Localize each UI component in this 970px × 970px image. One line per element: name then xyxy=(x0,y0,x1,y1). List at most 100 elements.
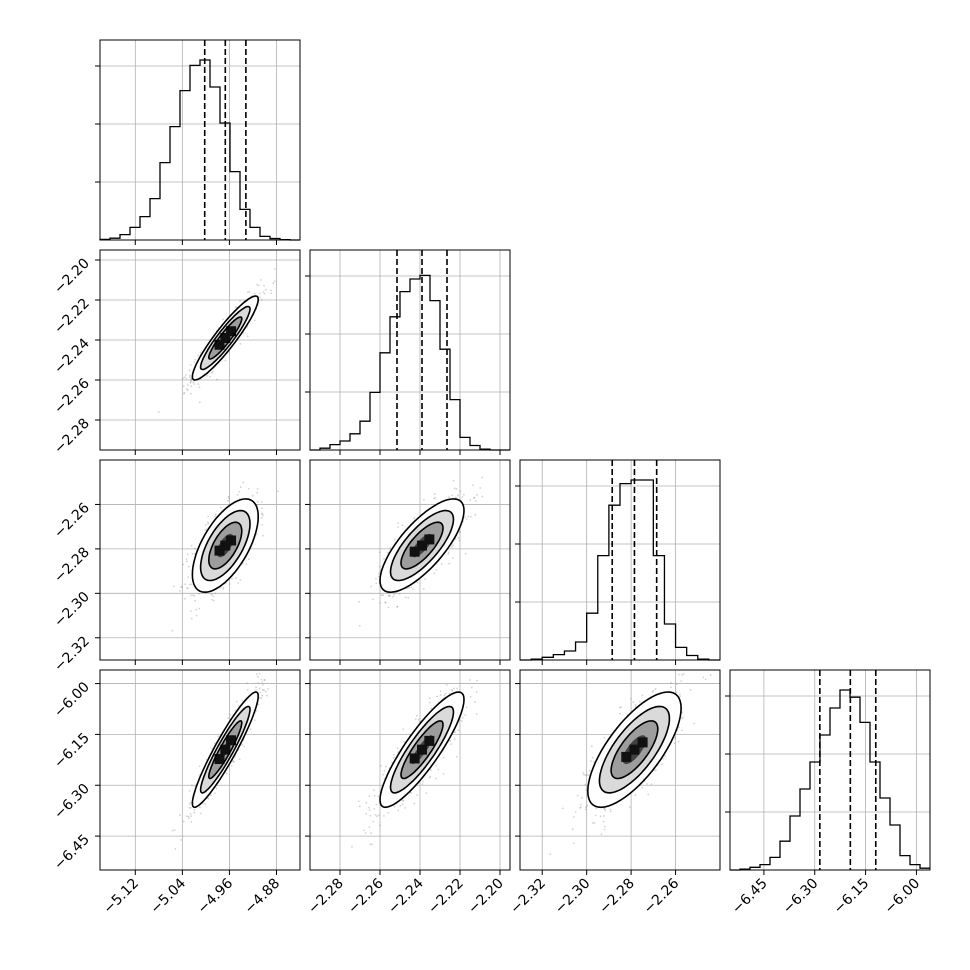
scatter-point xyxy=(681,717,683,720)
density-peak xyxy=(417,744,427,755)
scatter-point xyxy=(451,557,454,559)
scatter-point xyxy=(679,695,682,698)
scatter-point xyxy=(397,522,400,524)
scatter-point xyxy=(375,578,377,580)
scatter-point xyxy=(452,479,455,482)
scatter-point xyxy=(424,578,427,580)
histogram-panel-1 xyxy=(305,249,511,451)
scatter-point xyxy=(256,673,258,676)
contour-line xyxy=(199,305,251,371)
scatter-point xyxy=(207,515,210,518)
scatter-point xyxy=(263,679,266,682)
scatter-point xyxy=(365,812,368,815)
scatter-point xyxy=(246,682,249,685)
scatter-point xyxy=(368,806,370,809)
scatter-point xyxy=(219,506,222,509)
scatter-panel-3-2 xyxy=(519,669,721,871)
scatter-point xyxy=(448,496,450,499)
scatter-point xyxy=(602,820,605,823)
scatter-point xyxy=(455,488,458,490)
y-tick-label: −6.15 xyxy=(51,730,93,772)
contour-line xyxy=(389,705,455,794)
scatter-point xyxy=(195,614,198,617)
scatter-point xyxy=(369,843,372,846)
scatter-point xyxy=(451,689,454,692)
scatter-point xyxy=(379,602,382,604)
scatter-point xyxy=(704,678,707,681)
scatter-point xyxy=(193,383,196,385)
scatter-point xyxy=(212,595,215,598)
scatter-point xyxy=(416,715,418,717)
scatter-panel-2-1 xyxy=(309,459,511,661)
contour-line xyxy=(586,691,682,809)
scatter-point xyxy=(211,598,213,601)
y-tick-label: −2.32 xyxy=(51,633,93,675)
scatter-point xyxy=(475,713,478,715)
scatter-point xyxy=(260,697,263,700)
density-peak xyxy=(226,326,237,337)
density-peak xyxy=(220,333,231,343)
scatter-point xyxy=(262,514,265,517)
scatter-point xyxy=(228,497,230,500)
scatter-point xyxy=(239,486,242,489)
scatter-point xyxy=(194,599,196,602)
scatter-point xyxy=(430,707,433,710)
scatter-point xyxy=(632,701,635,703)
scatter-point xyxy=(199,351,202,354)
scatter-point xyxy=(256,503,259,506)
scatter-point xyxy=(461,716,464,719)
scatter-point xyxy=(389,595,392,597)
scatter-point xyxy=(174,848,177,850)
scatter-point xyxy=(260,298,263,301)
scatter-point xyxy=(574,811,577,813)
scatter-point xyxy=(450,689,453,691)
scatter-point xyxy=(217,735,219,738)
scatter-point xyxy=(428,701,431,704)
scatter-point xyxy=(198,607,201,610)
scatter-point xyxy=(377,795,379,798)
histogram-panel-0 xyxy=(95,39,301,241)
scatter-point xyxy=(603,736,606,739)
contour-line xyxy=(598,705,671,794)
x-tick-label: −6.30 xyxy=(780,876,822,918)
scatter-point xyxy=(474,513,477,516)
scatter-point xyxy=(261,507,263,509)
scatter-point xyxy=(187,587,189,590)
scatter-point xyxy=(227,499,230,502)
panel-frame xyxy=(309,669,511,871)
scatter-point xyxy=(190,610,192,612)
scatter-point xyxy=(619,706,621,709)
scatter-point xyxy=(378,814,380,817)
scatter-point xyxy=(251,494,254,497)
scatter-point xyxy=(364,832,367,834)
scatter-point xyxy=(198,401,201,404)
scatter-point xyxy=(188,803,191,805)
scatter-point xyxy=(263,679,266,681)
scatter-point xyxy=(401,799,404,802)
scatter-point xyxy=(254,719,256,721)
x-tick-label: −2.20 xyxy=(465,876,507,918)
scatter-point xyxy=(194,547,197,550)
scatter-point xyxy=(451,545,453,548)
scatter-point xyxy=(198,765,201,768)
density-peak xyxy=(424,735,435,746)
scatter-point xyxy=(182,820,185,823)
scatter-point xyxy=(678,726,680,728)
density-peak xyxy=(214,754,225,765)
scatter-point xyxy=(674,737,677,740)
contour-line xyxy=(610,720,659,780)
scatter-point xyxy=(428,776,431,779)
x-tick-label: −6.00 xyxy=(882,876,924,918)
y-tick-label: −2.20 xyxy=(51,256,93,298)
scatter-point xyxy=(258,672,261,675)
scatter-point xyxy=(588,769,591,772)
scatter-point xyxy=(393,593,396,596)
scatter-point xyxy=(245,563,248,566)
density-peak xyxy=(220,540,231,551)
scatter-point xyxy=(375,803,378,806)
scatter-point xyxy=(464,516,466,519)
scatter-point xyxy=(450,743,452,745)
scatter-point xyxy=(388,594,390,596)
scatter-point xyxy=(465,518,468,520)
scatter-point xyxy=(192,381,195,384)
